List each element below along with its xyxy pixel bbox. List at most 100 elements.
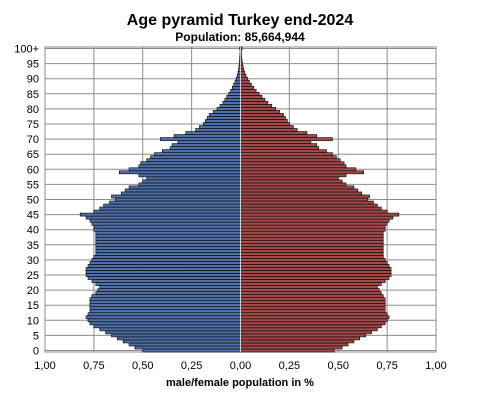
female-bar bbox=[240, 131, 308, 135]
male-bar bbox=[87, 312, 241, 317]
female-bar bbox=[240, 279, 386, 283]
y-tick-label: 25 bbox=[27, 270, 39, 282]
male-bar bbox=[118, 170, 241, 175]
male-bar bbox=[103, 203, 241, 208]
female-bar bbox=[240, 91, 260, 96]
male-bar bbox=[91, 221, 241, 226]
female-bar bbox=[240, 215, 394, 220]
male-bar bbox=[87, 318, 241, 323]
male-bar bbox=[99, 285, 241, 289]
female-bar bbox=[240, 140, 312, 144]
female-bar bbox=[240, 76, 248, 81]
female-bar bbox=[240, 125, 294, 129]
female-bar bbox=[240, 252, 384, 256]
female-bar bbox=[240, 146, 319, 150]
female-bar bbox=[240, 194, 370, 199]
male-bar bbox=[208, 113, 241, 117]
y-tick-label: 90 bbox=[27, 74, 39, 86]
male-bar bbox=[89, 306, 241, 311]
male-bar bbox=[85, 315, 241, 320]
female-bar bbox=[240, 197, 368, 202]
female-bar bbox=[240, 218, 390, 223]
female-bar bbox=[240, 134, 318, 138]
female-bar bbox=[240, 294, 384, 298]
male-bar bbox=[93, 324, 241, 329]
y-tick-label: 100+ bbox=[14, 44, 39, 56]
male-bar bbox=[122, 339, 241, 344]
female-bar bbox=[240, 149, 327, 153]
female-bar bbox=[240, 137, 333, 141]
female-bar bbox=[240, 330, 372, 335]
female-bar bbox=[240, 128, 298, 132]
male-bar bbox=[212, 110, 241, 114]
male-bar bbox=[185, 131, 241, 135]
y-tick-label: 45 bbox=[27, 210, 39, 222]
female-bar bbox=[240, 227, 386, 232]
male-bar bbox=[111, 333, 241, 338]
y-tick-label: 50 bbox=[27, 195, 39, 207]
female-bar bbox=[240, 143, 318, 147]
female-bar bbox=[240, 185, 355, 190]
male-bar bbox=[138, 173, 241, 178]
male-bar bbox=[99, 327, 241, 332]
y-tick-label: 95 bbox=[27, 59, 39, 71]
male-bar bbox=[177, 140, 241, 144]
male-bar bbox=[120, 191, 241, 196]
male-bar bbox=[150, 155, 241, 160]
y-tick-label: 70 bbox=[27, 134, 39, 146]
female-bar bbox=[240, 261, 388, 265]
female-bar bbox=[240, 101, 269, 105]
female-bar bbox=[240, 249, 384, 253]
female-bar bbox=[240, 348, 335, 353]
female-bar bbox=[240, 276, 390, 280]
female-bar bbox=[240, 200, 374, 205]
male-bar bbox=[226, 95, 241, 99]
x-tick-label: 0,25 bbox=[181, 360, 202, 372]
male-bar bbox=[134, 345, 241, 350]
female-bar bbox=[240, 221, 388, 226]
male-bar bbox=[162, 149, 241, 153]
female-bar bbox=[240, 119, 288, 123]
male-bar bbox=[169, 146, 241, 150]
female-bar bbox=[240, 212, 400, 217]
female-bar bbox=[240, 188, 359, 193]
female-bar bbox=[240, 267, 392, 271]
female-bar bbox=[240, 336, 361, 341]
female-bar bbox=[240, 246, 384, 250]
female-bar bbox=[240, 273, 392, 277]
female-bar bbox=[240, 191, 363, 196]
male-bar bbox=[93, 227, 241, 232]
male-bar bbox=[85, 273, 241, 277]
male-bar bbox=[154, 152, 241, 157]
male-bar bbox=[231, 85, 241, 90]
male-bar bbox=[128, 342, 241, 347]
x-axis-label: male/female population in % bbox=[166, 377, 314, 389]
female-bar bbox=[240, 110, 280, 114]
female-bar bbox=[240, 285, 378, 289]
male-bar bbox=[95, 242, 241, 247]
female-bar bbox=[240, 113, 284, 117]
male-bar bbox=[91, 294, 241, 298]
male-bar bbox=[109, 200, 241, 205]
y-tick-label: 0 bbox=[33, 345, 39, 357]
y-tick-label: 30 bbox=[27, 255, 39, 267]
female-bar bbox=[240, 324, 382, 329]
female-bar bbox=[240, 255, 384, 259]
male-bar bbox=[93, 255, 241, 259]
y-tick-label: 35 bbox=[27, 240, 39, 252]
female-bar bbox=[240, 170, 364, 175]
female-bar bbox=[240, 242, 384, 247]
female-bar bbox=[240, 85, 255, 90]
male-bar bbox=[89, 303, 241, 308]
male-bar bbox=[85, 267, 241, 271]
male-bar bbox=[160, 137, 241, 141]
male-bar bbox=[89, 218, 241, 223]
male-bar bbox=[89, 297, 241, 301]
male-bar bbox=[195, 128, 241, 132]
male-bar bbox=[95, 230, 241, 235]
male-bar bbox=[87, 264, 241, 268]
female-bar bbox=[240, 98, 266, 102]
female-bar bbox=[240, 233, 384, 238]
male-bar bbox=[203, 122, 241, 126]
